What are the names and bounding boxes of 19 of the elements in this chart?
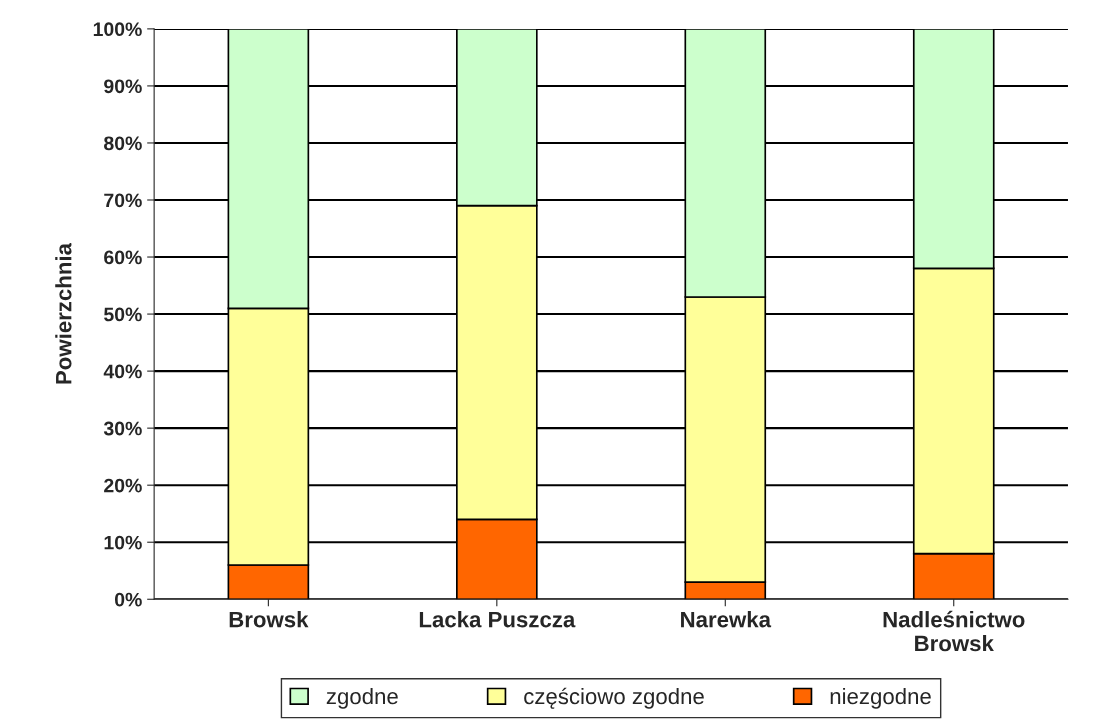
- legend-label: zgodne: [326, 687, 398, 709]
- legend-label: niezgodne: [830, 687, 931, 709]
- y-tick-label: 0%: [115, 592, 142, 607]
- y-tick-label: 60%: [104, 250, 142, 265]
- x-tick-label: Browsk: [229, 611, 309, 628]
- legend-label: częściowo zgodne: [524, 687, 704, 709]
- y-tick-label: 100%: [93, 22, 142, 37]
- y-tick-label: 90%: [104, 79, 142, 94]
- y-tick-label: 80%: [104, 136, 142, 151]
- y-tick-label: 30%: [103, 421, 142, 436]
- y-tick-label: 50%: [104, 307, 142, 322]
- x-tick-label: Nadleśnictwo Browsk: [883, 610, 1025, 652]
- y-tick-label: 10%: [104, 535, 142, 550]
- y-tick-label: 70%: [104, 193, 142, 208]
- y-tick-label: 20%: [104, 478, 142, 493]
- x-tick-label: Narewka: [681, 611, 772, 628]
- x-tick-label: Lacka Puszcza: [419, 611, 576, 628]
- y-axis-title: Powierzchnia: [55, 242, 72, 384]
- y-tick-label: 40%: [103, 364, 142, 379]
